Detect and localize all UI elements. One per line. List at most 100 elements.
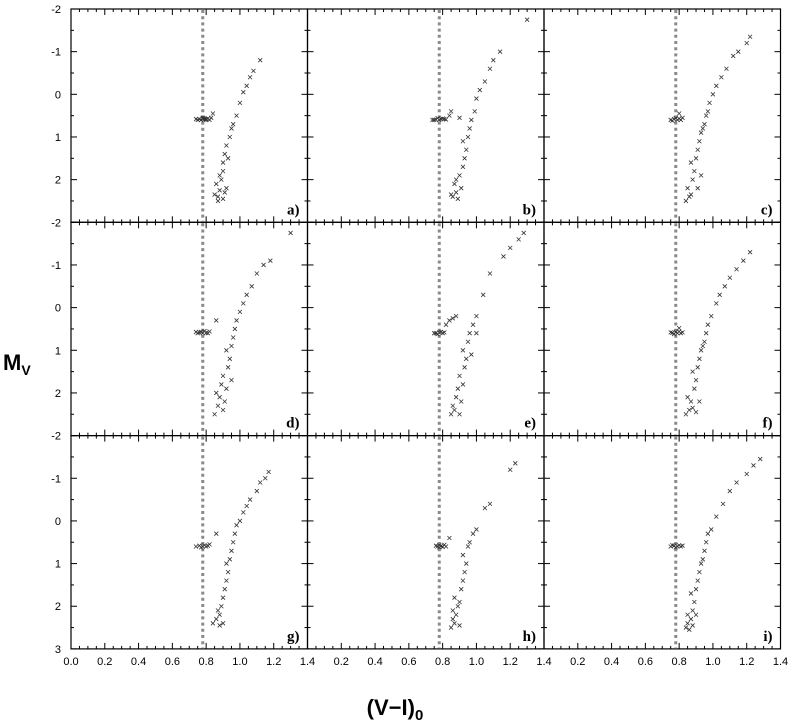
data-point <box>700 343 706 349</box>
data-point <box>448 109 454 114</box>
data-point <box>708 527 714 532</box>
panel-frame <box>70 8 309 223</box>
data-point <box>452 621 457 626</box>
y-tick-label: 3 <box>55 644 61 656</box>
data-point <box>458 586 464 592</box>
data-point <box>436 545 442 550</box>
data-point <box>462 569 467 575</box>
data-point <box>230 539 236 545</box>
data-point <box>714 83 719 89</box>
y-tick-label: 2 <box>55 388 61 400</box>
data-point <box>693 377 699 383</box>
data-point <box>460 164 466 170</box>
x-tick-labels: 0.0 0.2 0.4 0.6 0.8 1.0 1.2 1.4 0.2 0.4 0.6 0.8 1.0 1… <box>63 656 788 668</box>
data-point <box>460 552 466 558</box>
data-point <box>229 343 234 349</box>
panel-e: e) <box>306 221 545 437</box>
panel-label: h) <box>523 629 536 645</box>
data-point <box>692 168 697 174</box>
data-point <box>241 89 246 95</box>
x-tick-label: 0.8 <box>435 656 450 668</box>
data-point <box>213 181 219 187</box>
data-point <box>747 34 753 40</box>
panel-label: a) <box>287 202 300 218</box>
data-point <box>707 100 712 106</box>
data-point <box>670 542 675 548</box>
data-point <box>453 313 459 319</box>
data-point <box>448 625 454 630</box>
data-point <box>220 595 226 600</box>
data-point <box>220 373 226 379</box>
y-tick-label: -1 <box>51 260 61 272</box>
data-point <box>457 599 462 605</box>
data-point <box>516 237 521 242</box>
y-tick-label: 2 <box>55 601 61 613</box>
data-point <box>465 544 471 549</box>
data-point <box>232 531 238 537</box>
x-tick-label: 0.4 <box>604 656 619 668</box>
data-point <box>257 480 263 485</box>
data-point <box>464 147 469 153</box>
data-point <box>435 331 440 337</box>
data-point <box>685 612 690 618</box>
data-point <box>234 522 239 528</box>
panel-d: d) <box>70 221 309 437</box>
data-point <box>507 245 513 251</box>
data-point <box>465 339 471 345</box>
x-tick-label: 0.2 <box>570 656 585 668</box>
data-point <box>198 329 204 335</box>
data-point <box>700 126 706 131</box>
data-point <box>688 399 694 404</box>
data-point <box>229 126 234 131</box>
data-point <box>222 586 228 592</box>
data-point <box>219 382 224 387</box>
data-point <box>254 488 260 494</box>
data-point <box>751 463 756 468</box>
data-point <box>193 544 199 549</box>
data-point <box>730 53 736 59</box>
panel-h: h) <box>306 435 545 650</box>
data-point <box>251 68 256 74</box>
y-tick-label: 0 <box>55 89 61 101</box>
data-point <box>450 608 456 613</box>
data-point <box>219 603 224 609</box>
data-point <box>702 339 707 345</box>
data-point <box>198 545 204 550</box>
data-point <box>734 266 739 272</box>
data-point <box>224 143 229 148</box>
data-point <box>288 230 293 236</box>
data-point <box>453 394 459 400</box>
data-point <box>720 501 726 507</box>
data-point <box>202 328 207 334</box>
data-point <box>683 411 689 417</box>
y-tick-label: -2 <box>51 217 61 229</box>
x-tick-label: 1.2 <box>739 656 754 668</box>
data-point <box>676 325 682 331</box>
data-point <box>719 74 724 80</box>
data-point <box>202 115 207 121</box>
data-point <box>215 198 221 204</box>
data-point <box>237 309 243 315</box>
x-tick-label: 1.0 <box>232 656 247 668</box>
data-point <box>457 115 462 121</box>
data-point <box>215 194 221 199</box>
data-point <box>469 352 474 357</box>
panel-label: b) <box>523 202 536 218</box>
x-tick-label: 0.0 <box>63 656 78 668</box>
data-point <box>457 623 462 628</box>
data-point <box>447 113 452 118</box>
data-point <box>462 156 467 161</box>
data-point <box>683 198 689 204</box>
data-point <box>465 134 471 140</box>
data-point <box>700 557 706 562</box>
x-tick-label: 1.4 <box>300 656 315 668</box>
data-point <box>482 79 488 84</box>
panel-g: g) <box>70 435 309 650</box>
data-point <box>234 318 239 323</box>
x-tick-label: 0.6 <box>638 656 653 668</box>
data-point <box>212 192 217 197</box>
data-point <box>447 535 452 541</box>
data-point <box>693 612 699 618</box>
y-tick-label: 0 <box>55 303 61 315</box>
panel-c: c) <box>543 8 782 223</box>
